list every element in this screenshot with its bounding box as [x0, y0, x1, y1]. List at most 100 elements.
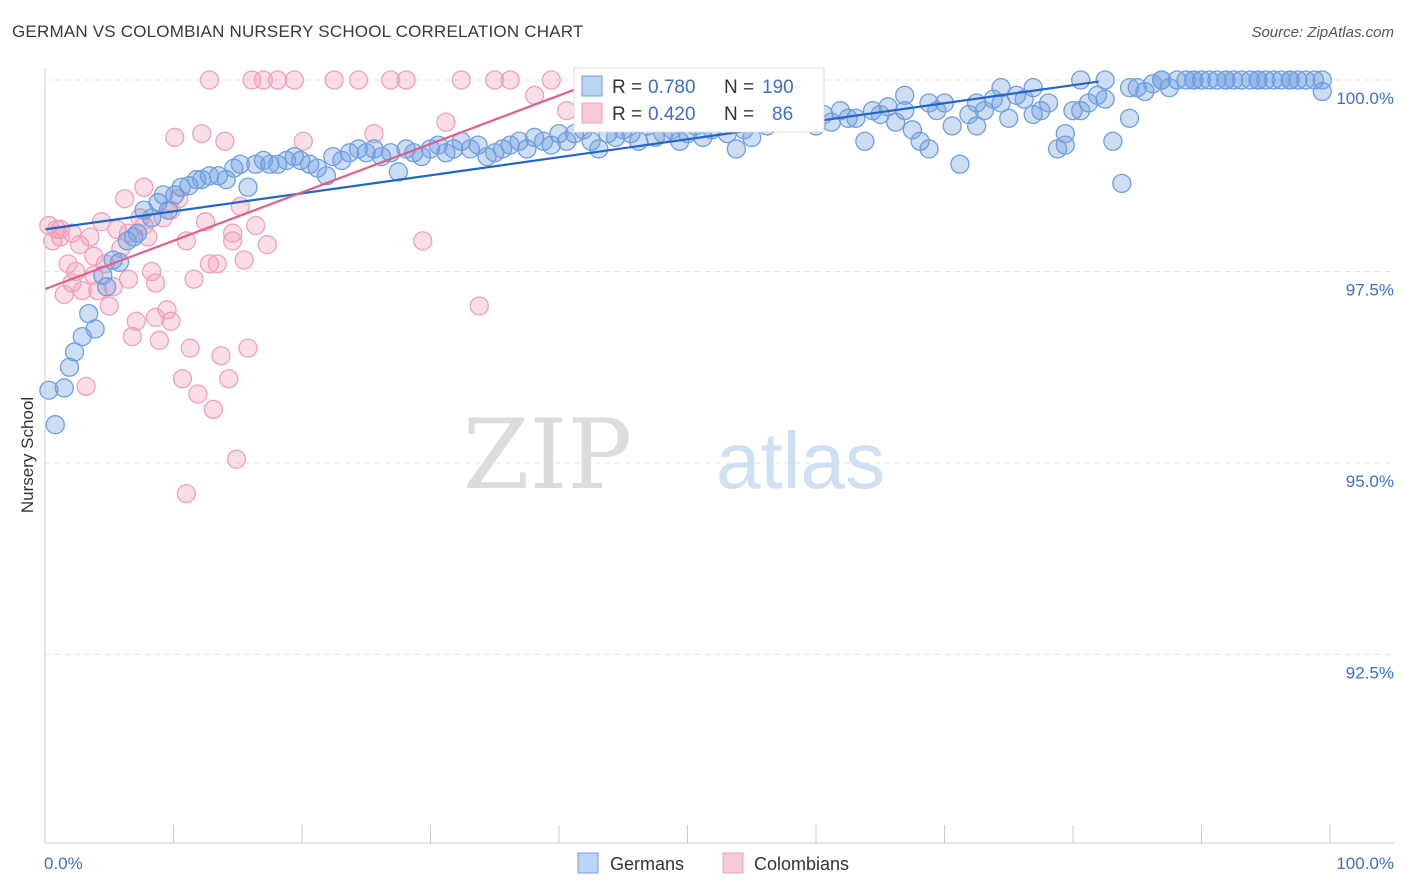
german-point — [1263, 70, 1284, 90]
german-point — [1031, 100, 1051, 121]
german-point — [966, 116, 987, 136]
german-point — [855, 131, 875, 151]
colombian-point — [145, 307, 166, 328]
german-point — [1176, 70, 1196, 90]
legend-n-germans: 190 — [762, 77, 794, 98]
german-point — [541, 135, 561, 155]
german-point — [999, 108, 1019, 128]
german-point — [1095, 89, 1115, 109]
legend-r-germans: 0.780 — [648, 77, 696, 98]
german-point — [927, 100, 947, 121]
colombian-point — [111, 238, 131, 259]
colombian-point — [122, 326, 143, 347]
watermark-zip: ZIP — [463, 399, 632, 511]
legend-r-label-germans: R = — [612, 77, 642, 98]
german-point — [1312, 70, 1332, 90]
y-tick-label: 100.0% — [1336, 89, 1394, 108]
bottom-legend: Germans Colombians — [577, 852, 849, 874]
trend-lines — [44, 75, 1099, 291]
german-point — [726, 139, 746, 159]
legend-swatch-germans — [581, 75, 603, 97]
german-point — [39, 380, 59, 400]
colombian-point — [142, 261, 162, 282]
colombians-points — [39, 70, 618, 504]
german-point — [238, 177, 258, 197]
colombian-point — [211, 346, 231, 366]
colombian-point — [257, 235, 277, 255]
german-point — [171, 177, 191, 197]
colombian-point — [99, 296, 119, 316]
legend-swatch-colombians — [581, 102, 603, 124]
colombian-point — [207, 254, 227, 274]
legend-n-label-germans: N = — [724, 77, 754, 98]
german-point — [1216, 70, 1236, 90]
german-point — [1055, 135, 1075, 155]
colombian-point — [149, 330, 170, 351]
german-point — [1304, 70, 1325, 90]
colombian-point — [469, 296, 489, 316]
german-point — [230, 154, 250, 174]
german-point — [332, 150, 352, 171]
colombian-point — [324, 70, 344, 90]
german-point — [1240, 70, 1260, 90]
german-point — [1038, 93, 1059, 113]
colombian-point — [184, 269, 204, 289]
german-point — [919, 93, 939, 113]
german-point — [85, 319, 105, 339]
y-tick-label: 97.5% — [1346, 281, 1394, 300]
german-point — [549, 123, 569, 144]
legend-r-label-colombians: R = — [612, 104, 642, 125]
colombian-point — [54, 284, 74, 305]
colombian-point — [176, 231, 197, 251]
german-point — [1280, 70, 1300, 90]
colombian-point — [219, 369, 239, 389]
colombian-point — [203, 399, 223, 420]
german-point — [959, 104, 979, 125]
colombian-point — [381, 70, 401, 90]
german-point — [1191, 70, 1212, 90]
colombian-point — [238, 338, 258, 358]
german-point — [1199, 70, 1219, 90]
germans-points — [39, 70, 1332, 435]
colombian-point — [80, 227, 100, 247]
german-point — [902, 120, 923, 140]
colombian-point — [222, 231, 243, 251]
colombian-point — [134, 177, 154, 197]
colombian-point — [145, 273, 166, 293]
german-point — [517, 139, 537, 159]
colombian-point — [215, 131, 235, 151]
colombian-point — [451, 70, 471, 90]
german-point — [846, 108, 866, 128]
colombian-point — [118, 269, 139, 289]
colombian-point — [293, 131, 313, 151]
legend-box: R = 0.780 N = 190 R = 0.420 N = 86 — [573, 67, 825, 133]
bottom-legend-germans: Germans — [610, 854, 684, 874]
german-point — [1248, 70, 1268, 90]
colombian-point — [138, 227, 158, 247]
german-point — [1312, 81, 1332, 102]
german-point — [1119, 108, 1140, 128]
german-point — [1103, 131, 1123, 151]
colombian-point — [165, 127, 185, 148]
german-point — [830, 100, 851, 121]
colombian-point — [246, 215, 266, 236]
german-point — [443, 139, 464, 159]
colombian-point — [70, 235, 90, 255]
colombian-point — [364, 123, 384, 144]
colombian-point — [50, 219, 71, 240]
colombian-point — [396, 70, 416, 90]
german-point — [895, 85, 915, 105]
colombian-point — [284, 70, 304, 90]
german-point — [165, 185, 185, 205]
german-point — [388, 162, 409, 182]
legend-n-colombians: 86 — [772, 104, 793, 125]
colombian-point — [485, 70, 505, 90]
colombian-point — [267, 70, 288, 90]
colombian-point — [413, 231, 433, 251]
colombian-point — [436, 112, 456, 132]
german-point — [557, 131, 577, 151]
colombian-point — [62, 223, 82, 243]
colombian-point — [541, 70, 561, 90]
german-point — [942, 116, 962, 136]
